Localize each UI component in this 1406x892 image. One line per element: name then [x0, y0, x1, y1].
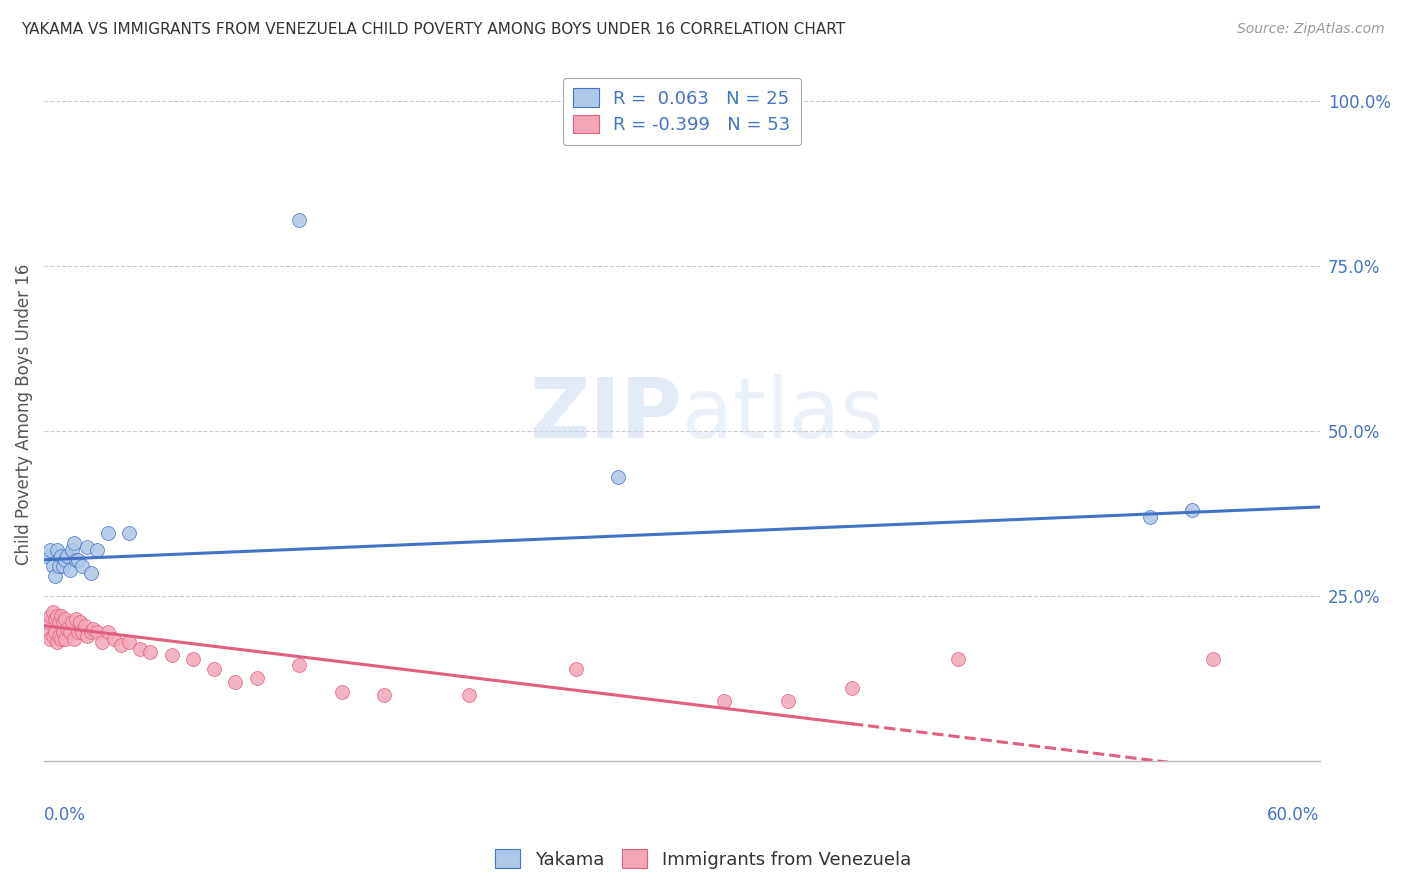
Point — [53, 612, 76, 626]
Point — [76, 540, 98, 554]
Point — [224, 674, 246, 689]
Point — [373, 688, 395, 702]
Point — [56, 622, 79, 636]
Point — [1181, 503, 1204, 517]
Point — [82, 622, 104, 636]
Point — [52, 615, 75, 630]
Point — [1202, 651, 1225, 665]
Point — [458, 688, 481, 702]
Point — [60, 615, 83, 630]
Legend: R =  0.063   N = 25, R = -0.399   N = 53: R = 0.063 N = 25, R = -0.399 N = 53 — [562, 78, 801, 145]
Point — [72, 625, 94, 640]
Text: ZIP: ZIP — [530, 374, 682, 455]
Point — [52, 559, 75, 574]
Point — [41, 629, 63, 643]
Point — [45, 635, 67, 649]
Point — [80, 566, 103, 580]
Legend: Yakama, Immigrants from Venezuela: Yakama, Immigrants from Venezuela — [488, 842, 918, 876]
Point — [49, 632, 72, 646]
Point — [69, 615, 91, 630]
Point — [59, 625, 82, 640]
Point — [181, 651, 204, 665]
Point — [110, 639, 132, 653]
Point — [39, 608, 62, 623]
Point — [288, 658, 311, 673]
Point — [48, 559, 70, 574]
Point — [45, 608, 67, 623]
Point — [45, 542, 67, 557]
Point — [90, 635, 112, 649]
Point — [63, 536, 86, 550]
Point — [39, 542, 62, 557]
Point — [76, 629, 98, 643]
Point — [48, 629, 70, 643]
Point — [53, 632, 76, 646]
Point — [564, 661, 586, 675]
Y-axis label: Child Poverty Among Boys Under 16: Child Poverty Among Boys Under 16 — [15, 264, 32, 566]
Point — [139, 645, 162, 659]
Point — [948, 651, 970, 665]
Point — [44, 569, 66, 583]
Point — [86, 625, 108, 640]
Point — [330, 684, 353, 698]
Point — [49, 608, 72, 623]
Text: atlas: atlas — [682, 374, 883, 455]
Point — [67, 625, 90, 640]
Point — [246, 672, 269, 686]
Text: YAKAMA VS IMMIGRANTS FROM VENEZUELA CHILD POVERTY AMONG BOYS UNDER 16 CORRELATIO: YAKAMA VS IMMIGRANTS FROM VENEZUELA CHIL… — [21, 22, 845, 37]
Point — [39, 632, 62, 646]
Point — [128, 641, 150, 656]
Point — [44, 612, 66, 626]
Point — [53, 553, 76, 567]
Point — [65, 612, 87, 626]
Point — [80, 625, 103, 640]
Point — [49, 549, 72, 564]
Point — [60, 542, 83, 557]
Point — [72, 559, 94, 574]
Point — [86, 542, 108, 557]
Point — [841, 681, 863, 696]
Point — [778, 694, 800, 708]
Point — [41, 559, 63, 574]
Point — [1139, 509, 1161, 524]
Point — [35, 625, 58, 640]
Point — [118, 635, 141, 649]
Point — [103, 632, 125, 646]
Point — [97, 625, 120, 640]
Point — [35, 549, 58, 564]
Point — [59, 563, 82, 577]
Point — [63, 632, 86, 646]
Point — [713, 694, 735, 708]
Point — [52, 625, 75, 640]
Point — [288, 213, 311, 227]
Point — [48, 615, 70, 630]
Point — [607, 470, 630, 484]
Point — [97, 526, 120, 541]
Point — [44, 625, 66, 640]
Point — [202, 661, 225, 675]
Text: 60.0%: 60.0% — [1267, 805, 1320, 824]
Point — [160, 648, 183, 663]
Point — [65, 553, 87, 567]
Text: 0.0%: 0.0% — [44, 805, 86, 824]
Point — [56, 549, 79, 564]
Point — [73, 618, 96, 632]
Text: Source: ZipAtlas.com: Source: ZipAtlas.com — [1237, 22, 1385, 37]
Point — [67, 553, 90, 567]
Point — [37, 615, 59, 630]
Point — [118, 526, 141, 541]
Point — [41, 606, 63, 620]
